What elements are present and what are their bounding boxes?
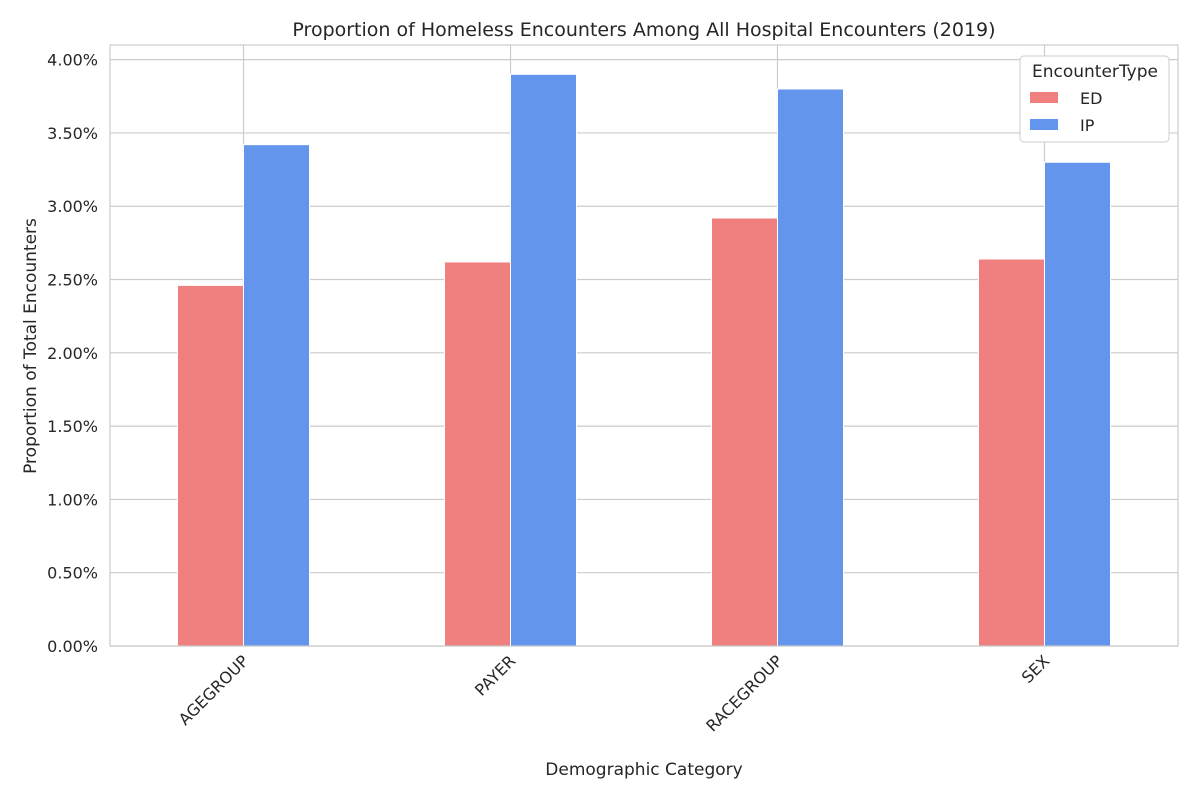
legend-title: EncounterType [1032, 62, 1158, 82]
y-tick-label: 3.50% [47, 124, 98, 143]
legend-label-ip: IP [1080, 116, 1095, 135]
bar-ed-payer [444, 261, 511, 647]
bar-ip-agegroup [243, 144, 310, 647]
bar-ip-payer [510, 73, 577, 647]
bars-group [177, 73, 1111, 647]
bar-ip-racegroup [777, 88, 844, 647]
legend: EncounterType ED IP [1019, 55, 1170, 143]
bar-ip-sex [1044, 161, 1111, 647]
bar-ed-agegroup [177, 284, 244, 647]
plot-frame [109, 44, 1179, 647]
chart-title: Proportion of Homeless Encounters Among … [292, 19, 995, 41]
legend-swatch-ed [1030, 92, 1058, 103]
x-tick-label: SEX [1018, 651, 1054, 687]
y-tick-label: 1.50% [47, 417, 98, 436]
y-tick-label: 3.00% [47, 197, 98, 216]
x-axis-label: Demographic Category [545, 760, 742, 780]
x-tick-label: AGEGROUP [175, 651, 253, 729]
legend-label-ed: ED [1080, 89, 1102, 108]
y-tick-label: 1.00% [47, 490, 98, 509]
y-tick-label: 0.50% [47, 564, 98, 583]
x-tick-labels: AGEGROUP PAYER RACEGROUP SEX [175, 651, 1054, 735]
y-tick-label: 0.00% [47, 637, 98, 656]
y-axis-label: Proportion of Total Encounters [21, 218, 41, 474]
bar-ed-racegroup [711, 217, 778, 647]
legend-swatch-ip [1030, 119, 1058, 130]
y-tick-label: 2.50% [47, 271, 98, 290]
y-tick-label: 4.00% [47, 51, 98, 70]
y-tick-label: 2.00% [47, 344, 98, 363]
x-tick-label: RACEGROUP [702, 651, 786, 735]
y-tick-labels: 0.00% 0.50% 1.00% 1.50% 2.00% 2.50% 3.00% 3.50%… [47, 51, 98, 656]
x-tick-label: PAYER [471, 651, 519, 699]
bar-ed-sex [978, 258, 1045, 647]
